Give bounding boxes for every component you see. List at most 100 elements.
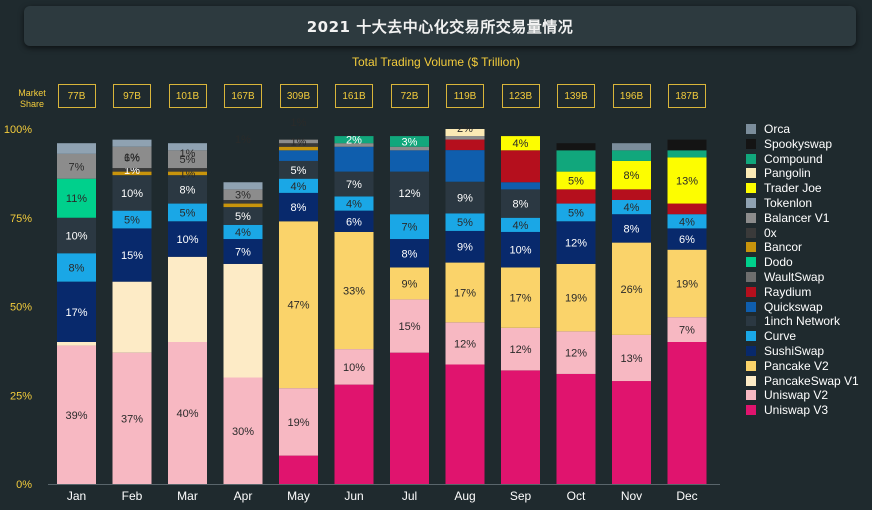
bar-segment-sushiswap xyxy=(501,231,540,268)
bar-segment-1inch-network xyxy=(168,175,207,204)
legend-label: Quickswap xyxy=(764,299,823,314)
bar-segment-curve xyxy=(168,203,207,222)
volume-box-oct: 139B xyxy=(557,84,595,108)
legend-label: Raydium xyxy=(764,284,812,299)
x-tick-label: May xyxy=(287,489,310,503)
data-label: 1% xyxy=(235,134,251,146)
data-label: 2% xyxy=(457,123,473,135)
bar-segment-pangolin xyxy=(445,129,485,137)
bar-segment-pancake-v2 xyxy=(445,262,485,323)
data-label: 5% xyxy=(180,207,196,219)
bar-segment-pancake-v2 xyxy=(334,231,374,350)
y-tick-label: 50% xyxy=(10,302,32,314)
legend-swatch xyxy=(746,286,756,297)
data-label: 4% xyxy=(624,202,640,214)
bar-segment-compound xyxy=(556,150,596,172)
bar-segment-uniswap-v3 xyxy=(390,352,429,484)
bar-segment-raydium xyxy=(667,203,707,215)
bar-segment-uniswap-v3 xyxy=(556,373,596,484)
x-tick-label: Feb xyxy=(122,489,143,503)
legend-label: Orca xyxy=(764,122,791,136)
legend-item-bancor: Bancor xyxy=(746,240,802,254)
volume-box-jan: 77B xyxy=(57,84,96,108)
legend-swatch xyxy=(746,346,756,356)
bar-segment-pancake-v2 xyxy=(556,263,596,332)
bar-segment-sushiswap xyxy=(667,228,707,250)
bar-segment-curve xyxy=(334,196,374,211)
volume-box-dec: 187B xyxy=(668,84,706,108)
data-label: 5% xyxy=(124,215,140,227)
data-label: 5% xyxy=(235,211,251,223)
bar-segment-quickswap xyxy=(334,146,374,172)
legend-label: 1inch Network xyxy=(764,314,841,329)
legend-swatch xyxy=(746,257,756,268)
bar-segment-trader-joe xyxy=(556,171,596,190)
bar-segment-1inch-network xyxy=(112,175,152,211)
data-label: 8% xyxy=(291,202,307,214)
bar-segment-sushiswap xyxy=(223,239,263,264)
bar-segment-uniswap-v2 xyxy=(334,349,374,385)
x-tick-label: Dec xyxy=(676,489,697,503)
x-tick-label: Jan xyxy=(67,489,86,503)
legend-label: PancakeSwap V1 xyxy=(764,373,859,388)
y-tick-label: 75% xyxy=(10,213,32,225)
bar-segment-sushiswap xyxy=(112,228,152,282)
bar-segment-raydium xyxy=(612,189,651,200)
bar-segment-balancer-v1 xyxy=(334,143,374,147)
bar-segment-pancake-v2 xyxy=(279,221,318,389)
legend-label: 0x xyxy=(764,225,777,240)
bar-segment-curve xyxy=(390,214,429,240)
legend-item-orca: Orca xyxy=(746,122,790,136)
bar-segment-quickswap xyxy=(279,150,318,161)
bar-segment-1inch-network xyxy=(334,171,374,197)
x-tick-label: Mar xyxy=(177,489,198,503)
bar-segment-compound xyxy=(667,150,707,158)
data-label: 7% xyxy=(346,179,362,191)
legend-item-pancakeswap-v1: PancakeSwap V1 xyxy=(746,374,859,388)
legend-swatch xyxy=(746,331,756,342)
bar-segment-dodo xyxy=(57,178,96,218)
legend-item-trader-joe: Trader Joe xyxy=(746,181,822,195)
legend-swatch xyxy=(746,212,756,223)
x-tick-label: Jun xyxy=(344,489,363,503)
data-label: 12% xyxy=(509,344,531,356)
data-label: 5% xyxy=(180,154,196,166)
bar-segment-quickswap xyxy=(445,150,485,182)
data-label: 3% xyxy=(235,190,251,202)
bar-segment-0x xyxy=(223,200,263,204)
bar-segment-bancor xyxy=(279,146,318,151)
legend-item-pangolin: Pangolin xyxy=(746,166,811,180)
legend-swatch xyxy=(746,183,756,194)
data-label: 8% xyxy=(513,199,529,211)
bar-segment-sushiswap xyxy=(612,214,651,243)
market-share-label: Market Share xyxy=(18,88,46,109)
volume-box-feb: 97B xyxy=(113,84,151,108)
bar-segment-uniswap-v2 xyxy=(168,342,207,484)
bar-segment-uniswap-v2 xyxy=(112,352,152,484)
bar-segment-raydium xyxy=(445,139,485,151)
bar-segment-sushiswap xyxy=(445,230,485,263)
data-label: 9% xyxy=(457,193,473,205)
legend-swatch xyxy=(746,227,756,238)
bar-segment-uniswap-v3 xyxy=(445,364,485,484)
legend-swatch xyxy=(746,124,756,134)
data-label: 19% xyxy=(676,278,698,290)
bar-segment-trader-joe xyxy=(612,160,651,190)
legend-label: Dodo xyxy=(764,255,793,270)
data-label: 7% xyxy=(679,325,695,337)
bar-segment-sushiswap xyxy=(390,239,429,268)
volume-box-jul: 72B xyxy=(390,84,429,108)
data-label: 15% xyxy=(121,250,143,262)
data-label: 30% xyxy=(232,426,254,438)
data-label: 17% xyxy=(454,287,476,299)
chart-title-bar: 2021 十大去中心化交易所交易量情况 xyxy=(24,6,856,46)
data-label: 10% xyxy=(65,231,87,243)
y-tick-label: 0% xyxy=(16,479,32,491)
bar-segment-balancer-v1 xyxy=(223,189,263,200)
legend-label: Uniswap V3 xyxy=(764,403,829,418)
legend-swatch xyxy=(746,360,756,371)
volume-box-sep: 123B xyxy=(501,84,540,108)
x-tick-label: Nov xyxy=(621,489,642,503)
bar-segment-uniswap-v2 xyxy=(445,322,485,365)
